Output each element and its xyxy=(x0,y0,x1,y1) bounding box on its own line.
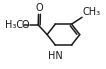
Text: CH₃: CH₃ xyxy=(83,7,101,17)
Text: O: O xyxy=(22,20,29,30)
Text: O: O xyxy=(35,3,43,13)
Text: H₃C: H₃C xyxy=(5,20,23,30)
Text: HN: HN xyxy=(48,51,63,61)
